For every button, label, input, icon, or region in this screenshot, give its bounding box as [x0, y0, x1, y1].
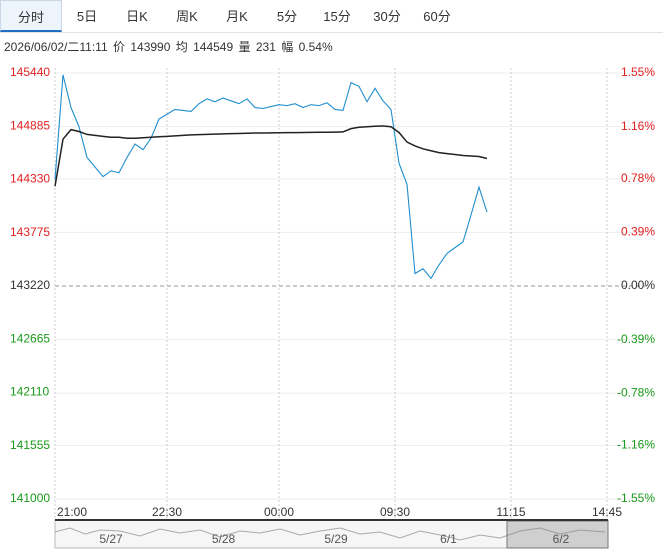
y-tick-label: 143775 — [10, 225, 50, 239]
range: 0.54% — [298, 40, 333, 54]
navigator-label: 5/28 — [212, 532, 236, 546]
navigator-bg — [54, 519, 609, 549]
info-line: 2026/06/02/二11:11 价 143990 均 144549 量 23… — [4, 38, 335, 55]
navigator-label: 6/2 — [553, 532, 570, 546]
label: 价 — [113, 40, 126, 54]
y2-tick-label: -0.39% — [617, 332, 655, 346]
y-tick-label: 142110 — [10, 385, 49, 399]
y-tick-label: 141000 — [10, 491, 50, 505]
y-tick-label: 144885 — [10, 118, 50, 132]
navigator-window[interactable] — [506, 520, 609, 549]
y2-tick-label: 0.39% — [621, 225, 655, 239]
label: 幅 — [281, 40, 294, 54]
volume: 231 — [255, 40, 276, 54]
tab-bar: 分时 5日 日K 周K 月K 5分 15分 30分 60分 — [0, 0, 663, 33]
tab[interactable]: 分时 — [0, 0, 62, 32]
y2-tick-label: -1.16% — [617, 438, 655, 452]
tab[interactable]: 周K — [176, 9, 198, 24]
navigator: 5/27 5/28 5/29 6/1 6/2 — [54, 519, 609, 549]
tab[interactable]: 月K — [226, 9, 248, 24]
tab[interactable]: 60分 — [423, 9, 451, 24]
y2-tick-label: 0.78% — [621, 171, 655, 185]
label: 均 — [175, 40, 188, 54]
y-tick-label: 141555 — [10, 438, 50, 452]
label: 量 — [238, 40, 251, 54]
y2-tick-label: 0.00% — [621, 278, 655, 292]
tab[interactable]: 30分 — [373, 9, 401, 24]
y-tick-label: 143220 — [10, 278, 50, 292]
tab[interactable]: 5分 — [276, 9, 298, 24]
tab[interactable]: 5日 — [76, 9, 98, 24]
x-tick-label: 11:15 — [496, 505, 525, 519]
price-line — [54, 125, 488, 187]
tab[interactable]: 日K — [126, 9, 148, 24]
y2-tick-label: 1.16% — [621, 119, 655, 133]
x-tick-label: 21:00 — [57, 505, 87, 519]
y2-tick-label: -0.78% — [617, 385, 655, 399]
price-line — [54, 74, 488, 280]
x-tick-label: 22:30 — [152, 505, 182, 519]
x-tick-label: 14:45 — [592, 505, 622, 519]
y-tick-label: 145440 — [10, 65, 50, 79]
navigator-label: 5/27 — [99, 532, 123, 546]
price: 143990 — [130, 40, 171, 54]
x-tick-label: 00:00 — [264, 505, 294, 519]
datetime: 2026/06/02/二11:11 — [4, 40, 108, 54]
y-tick-label: 144330 — [10, 172, 50, 186]
tab[interactable]: 15分 — [323, 9, 351, 24]
avg: 144549 — [193, 40, 234, 54]
y-tick-label: 142665 — [10, 331, 50, 345]
y2-tick-label: 1.55% — [621, 65, 655, 79]
navigator-label: 6/1 — [440, 532, 457, 546]
x-tick-label: 09:30 — [380, 505, 410, 519]
navigator-label: 5/29 — [324, 532, 348, 546]
y2-tick-label: -1.55% — [617, 491, 655, 505]
